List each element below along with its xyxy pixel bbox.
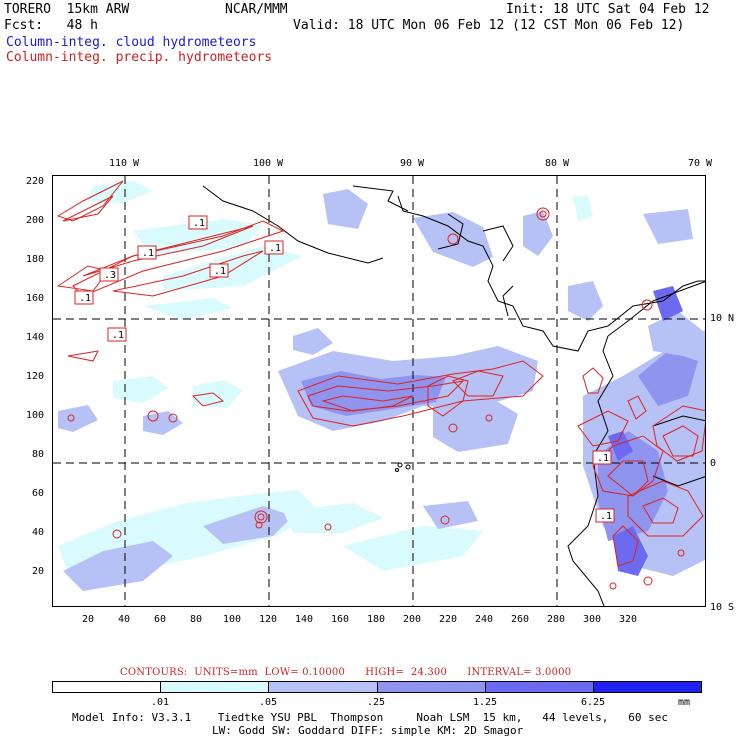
x-tick: 280 bbox=[546, 614, 566, 625]
contours-label: CONTOURS: bbox=[120, 667, 188, 678]
x-tick: 220 bbox=[438, 614, 458, 625]
y-tick: 60 bbox=[32, 488, 45, 499]
x-tick: 180 bbox=[366, 614, 386, 625]
organization-label: NCAR/MMM bbox=[225, 2, 288, 17]
x-tick: 120 bbox=[258, 614, 278, 625]
contours-interval: INTERVAL= 3.0000 bbox=[467, 667, 572, 678]
legend-tick: 6.25 bbox=[580, 697, 606, 708]
y-tick: 120 bbox=[26, 371, 45, 382]
contour-info: CONTOURS: UNITS=mm LOW= 0.10000 HIGH= 24… bbox=[120, 667, 571, 678]
map-panel: .1 .1 .1 .3 .1 .1 .1 .1 .1 bbox=[52, 175, 706, 607]
lat-label-10n: 10 N bbox=[710, 313, 735, 324]
y-tick: 100 bbox=[26, 410, 45, 421]
precip-contours bbox=[56, 180, 705, 590]
y-tick: 180 bbox=[26, 254, 45, 265]
legend-unit: mm bbox=[678, 697, 691, 708]
lat-label-10s: 10 S bbox=[710, 602, 735, 613]
x-tick: 260 bbox=[510, 614, 530, 625]
x-tick: 20 bbox=[81, 614, 95, 625]
y-tick: 20 bbox=[32, 566, 45, 577]
legend-swatch bbox=[53, 682, 161, 692]
contours-units: UNITS=mm bbox=[194, 667, 258, 678]
contour-label: .1 bbox=[600, 511, 612, 522]
contours-low: LOW= 0.10000 bbox=[264, 667, 346, 678]
contour-label: .1 bbox=[214, 266, 226, 277]
init-time: Init: 18 UTC Sat 04 Feb 12 bbox=[506, 2, 710, 17]
lon-label-80w: 80 W bbox=[544, 158, 570, 169]
contour-label: .1 bbox=[193, 218, 205, 229]
valid-time: Valid: 18 UTC Mon 06 Feb 12 (12 CST Mon … bbox=[293, 18, 685, 33]
x-tick: 240 bbox=[474, 614, 494, 625]
legend-tick: .05 bbox=[258, 697, 278, 708]
x-tick: 60 bbox=[153, 614, 167, 625]
lon-label-90w: 90 W bbox=[399, 158, 425, 169]
legend-swatch bbox=[484, 682, 593, 692]
y-tick: 40 bbox=[32, 527, 45, 538]
legend-swatch bbox=[376, 682, 485, 692]
lon-label-70w: 70 W bbox=[687, 158, 713, 169]
contour-label: .1 bbox=[79, 293, 91, 304]
cloud-shading bbox=[58, 181, 705, 591]
legend-swatch bbox=[592, 682, 702, 692]
contour-label: .1 bbox=[142, 248, 154, 259]
lat-label-0: 0 bbox=[710, 458, 717, 469]
x-tick: 200 bbox=[402, 614, 422, 625]
y-tick: 220 bbox=[26, 176, 45, 187]
contour-labels: .1 .1 .1 .3 .1 .1 .1 .1 .1 bbox=[74, 215, 615, 523]
legend-tick: .25 bbox=[366, 697, 386, 708]
contour-label: .1 bbox=[269, 243, 281, 254]
legend-tick: 1.25 bbox=[472, 697, 498, 708]
x-tick: 40 bbox=[117, 614, 131, 625]
color-legend-bar bbox=[52, 681, 702, 693]
contours-high: HIGH= 24.300 bbox=[365, 667, 448, 678]
model-info-line2: LW: Godd SW: Goddard DIFF: simple KM: 2D… bbox=[212, 724, 524, 737]
contour-label: .1 bbox=[597, 453, 609, 464]
cloud-field-title: Column-integ. cloud hydrometeors bbox=[6, 35, 257, 50]
lon-label-100w: 100 W bbox=[252, 158, 284, 169]
y-tick: 80 bbox=[32, 449, 45, 460]
y-tick: 160 bbox=[26, 293, 45, 304]
x-tick: 140 bbox=[294, 614, 314, 625]
y-tick: 140 bbox=[26, 332, 45, 343]
lon-label-110w: 110 W bbox=[108, 158, 140, 169]
x-tick: 80 bbox=[189, 614, 203, 625]
legend-tick: .01 bbox=[150, 697, 170, 708]
contour-label: .1 bbox=[112, 330, 124, 341]
forecast-hour: Fcst: 48 h bbox=[4, 18, 98, 33]
model-title: TORERO 15km ARW bbox=[4, 2, 130, 17]
x-tick: 160 bbox=[330, 614, 350, 625]
map-canvas: .1 .1 .1 .3 .1 .1 .1 .1 .1 bbox=[53, 176, 705, 606]
x-tick: 100 bbox=[222, 614, 242, 625]
x-tick: 320 bbox=[618, 614, 638, 625]
coastline bbox=[202, 185, 705, 606]
precip-field-title: Column-integ. precip. hydrometeors bbox=[6, 50, 273, 65]
legend-swatch bbox=[268, 682, 377, 692]
model-info-line1: Model Info: V3.3.1 Tiedtke YSU PBL Thomp… bbox=[72, 711, 669, 724]
y-tick: 200 bbox=[26, 215, 45, 226]
contour-label: .3 bbox=[104, 270, 116, 281]
x-tick: 300 bbox=[582, 614, 602, 625]
legend-swatch bbox=[160, 682, 269, 692]
